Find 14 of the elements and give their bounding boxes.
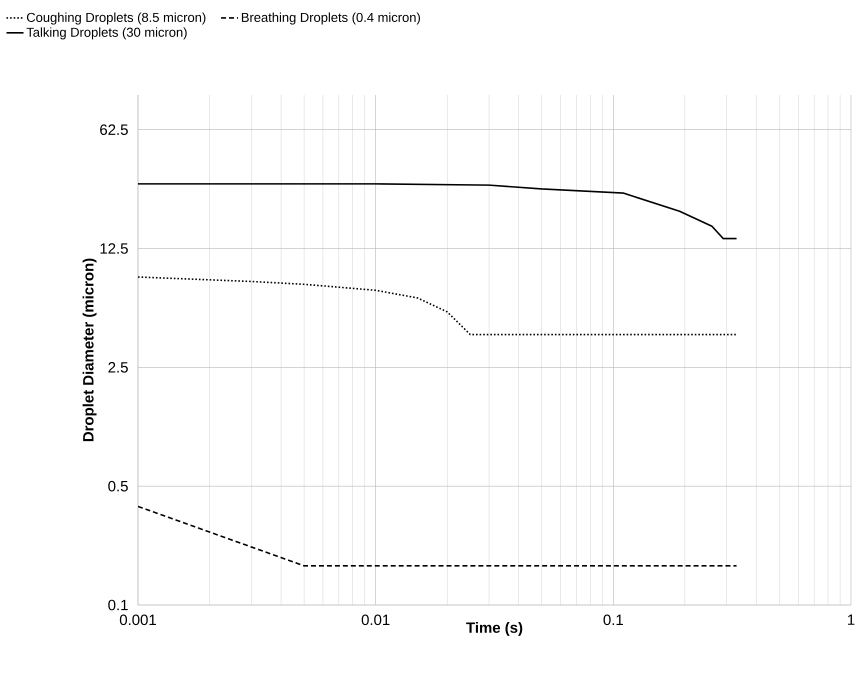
legend-label: Talking Droplets (30 micron) <box>26 27 187 40</box>
legend-label: Coughing Droplets (8.5 micron) <box>26 12 206 25</box>
legend-label: Breathing Droplets (0.4 micron) <box>242 12 420 25</box>
y-tick-label: 0.1 <box>108 600 128 610</box>
x-tick-label: 0.01 <box>362 614 390 626</box>
y-tick-label: 62.5 <box>100 124 128 135</box>
x-tick-label: 1 <box>848 614 854 625</box>
x-axis-title: Time (s) <box>466 622 522 636</box>
y-tick-label: 2.5 <box>108 362 128 373</box>
x-tick-label: 0.1 <box>604 614 623 626</box>
y-tick-label: 12.5 <box>100 243 128 254</box>
x-tick-label: 0.001 <box>120 614 156 626</box>
y-axis-title: Droplet Diameter (micron) <box>82 258 97 442</box>
y-tick-label: 0.5 <box>108 480 128 492</box>
